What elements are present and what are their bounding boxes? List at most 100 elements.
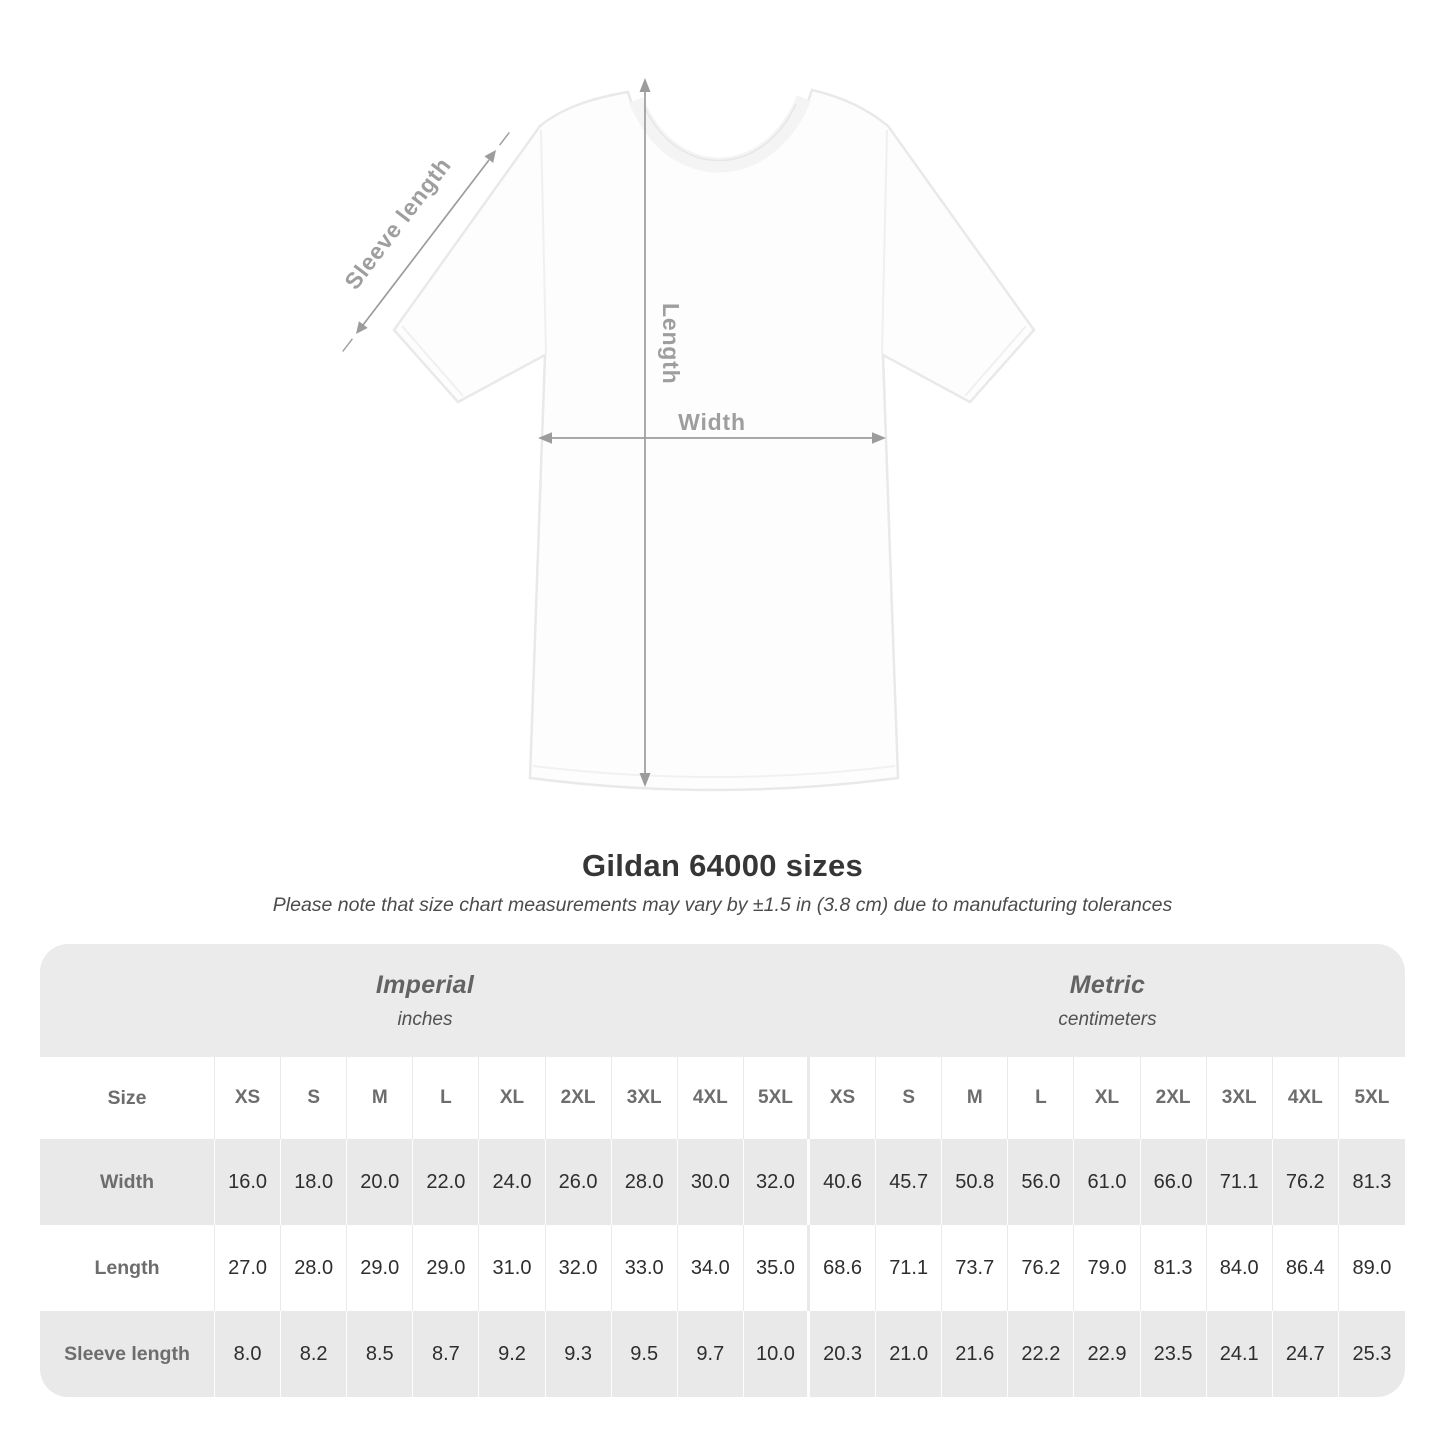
table-cell: 9.3 xyxy=(546,1311,612,1397)
table-row-sleeve-length: Sleeve length 8.0 8.2 8.5 8.7 9.2 9.3 9.5 9.7 10.… xyxy=(40,1311,1405,1397)
right-sleeve-seam xyxy=(881,129,888,354)
size-header-cell: L xyxy=(1008,1057,1075,1139)
size-header-cell: 4XL xyxy=(1273,1057,1339,1139)
table-cell: 27.0 xyxy=(215,1225,282,1311)
table-cell: 20.3 xyxy=(810,1311,877,1397)
size-header-cell: 2XL xyxy=(1141,1057,1207,1139)
table-row-width: Width 16.0 18.0 20.0 22.0 24.0 26.0 28.0 30.0 32.… xyxy=(40,1139,1405,1225)
length-label: Length xyxy=(658,303,684,384)
length-arrow xyxy=(639,78,651,787)
table-cell: 28.0 xyxy=(281,1225,348,1311)
metric-section-header: Metric centimeters xyxy=(810,944,1405,1057)
table-cell: 25.3 xyxy=(1352,1342,1392,1365)
table-cell: 89.0 xyxy=(1352,1256,1392,1279)
table-cell: 9.5 xyxy=(612,1311,678,1397)
table-cell: 56.0 xyxy=(1008,1139,1075,1225)
table-cell: 73.7 xyxy=(942,1225,1009,1311)
size-header-cell: 5XL xyxy=(744,1057,810,1139)
tshirt-measurement-diagram: Sleeve length Length Width xyxy=(339,78,1036,792)
table-cell: 66.0 xyxy=(1141,1139,1207,1225)
table-cell: 24.0 xyxy=(479,1139,546,1225)
tshirt-body xyxy=(392,88,1036,792)
table-cell: 10.0 xyxy=(744,1311,810,1397)
table-cell: 8.7 xyxy=(413,1311,480,1397)
size-header-row: Size XS S M L XL 2XL 3XL 4XL 5XL XS S M L XL 2XL 3XL 4XL 5… xyxy=(40,1057,1405,1139)
table-cell: 76.2 xyxy=(1008,1225,1075,1311)
table-cell: 9.7 xyxy=(678,1311,744,1397)
table-cell: 31.0 xyxy=(479,1225,546,1311)
size-header-cell: L xyxy=(413,1057,480,1139)
size-header-cell: 4XL xyxy=(678,1057,744,1139)
metric-unit: centimeters xyxy=(1058,1008,1157,1030)
table-cell: 32.0 xyxy=(744,1139,810,1225)
table-cell: 8.2 xyxy=(281,1311,348,1397)
table-cell: 21.0 xyxy=(876,1311,943,1397)
table-cell: 81.3 xyxy=(1141,1225,1207,1311)
table-cell: 24.7 xyxy=(1273,1311,1339,1397)
table-cell: 71.1 xyxy=(876,1225,943,1311)
tshirt-graphic xyxy=(392,88,1036,792)
table-cell: 76.2 xyxy=(1273,1139,1339,1225)
tolerance-note: Please note that size chart measurements… xyxy=(272,894,1173,916)
width-arrow xyxy=(538,432,886,444)
table-cell: 24.1 xyxy=(1207,1311,1273,1397)
table-cell: 8.0 xyxy=(215,1311,282,1397)
table-row-length: Length 27.0 28.0 29.0 29.0 31.0 32.0 33.0 34.0 35… xyxy=(40,1225,1405,1311)
size-header-cell: 3XL xyxy=(1207,1057,1273,1139)
table-cell: 26.0 xyxy=(546,1139,612,1225)
table-cell: 50.8 xyxy=(942,1139,1009,1225)
table-cell: 84.0 xyxy=(1207,1225,1273,1311)
size-header-cell: XL xyxy=(1074,1057,1141,1139)
size-header-cell: S xyxy=(876,1057,943,1139)
table-cell: 34.0 xyxy=(678,1225,744,1311)
table-cell: 28.0 xyxy=(612,1139,678,1225)
table-cell: 23.5 xyxy=(1141,1311,1207,1397)
size-table: Imperial inches Metric centimeters Size X… xyxy=(40,944,1405,1397)
table-cell: 33.0 xyxy=(612,1225,678,1311)
table-cell: 81.3 xyxy=(1352,1170,1392,1193)
table-cell: 45.7 xyxy=(876,1139,943,1225)
table-cell: 18.0 xyxy=(281,1139,348,1225)
metric-title: Metric xyxy=(1069,970,1146,999)
left-cuff-seam xyxy=(401,325,464,397)
size-header-cell: 2XL xyxy=(546,1057,612,1139)
table-cell: 22.9 xyxy=(1074,1311,1141,1397)
size-header-cell: S xyxy=(281,1057,348,1139)
row-label-cell: Width xyxy=(40,1139,215,1225)
sleeve-length-arrow xyxy=(342,131,510,352)
size-header-cell: 5XL xyxy=(1354,1087,1390,1108)
table-cell: 20.0 xyxy=(347,1139,414,1225)
table-cell: 16.0 xyxy=(215,1139,282,1225)
size-column-header: Size xyxy=(40,1057,215,1139)
table-cell: 68.6 xyxy=(810,1225,877,1311)
tshirt-diagram-svg: Sleeve length Length Width xyxy=(339,78,1036,792)
collar-inner-edge xyxy=(643,103,797,162)
table-cell: 61.0 xyxy=(1074,1139,1141,1225)
imperial-title: Imperial xyxy=(375,970,475,999)
table-cell: 21.6 xyxy=(942,1311,1009,1397)
table-cell: 30.0 xyxy=(678,1139,744,1225)
table-cell: 29.0 xyxy=(413,1225,480,1311)
table-cell: 22.0 xyxy=(413,1139,480,1225)
left-sleeve-seam xyxy=(540,129,547,354)
table-cell: 86.4 xyxy=(1273,1225,1339,1311)
imperial-unit: inches xyxy=(397,1008,453,1030)
table-cell: 9.2 xyxy=(479,1311,546,1397)
imperial-section-header: Imperial inches xyxy=(40,944,810,1057)
measurement-arrows xyxy=(342,78,886,787)
page-title: Gildan 64000 sizes xyxy=(581,848,864,883)
size-header-cell: 3XL xyxy=(612,1057,678,1139)
table-cell: 35.0 xyxy=(744,1225,810,1311)
table-cell: 79.0 xyxy=(1074,1225,1141,1311)
row-label-cell: Length xyxy=(40,1225,215,1311)
table-cell: 8.5 xyxy=(347,1311,414,1397)
table-cell: 22.2 xyxy=(1008,1311,1075,1397)
size-header-cell: XS xyxy=(810,1057,877,1139)
collar-band xyxy=(629,95,811,173)
row-label-cell: Sleeve length xyxy=(40,1311,215,1397)
table-cell: 71.1 xyxy=(1207,1139,1273,1225)
size-header-cell: M xyxy=(347,1057,414,1139)
size-header-cell: XL xyxy=(479,1057,546,1139)
size-header-cell: M xyxy=(942,1057,1009,1139)
